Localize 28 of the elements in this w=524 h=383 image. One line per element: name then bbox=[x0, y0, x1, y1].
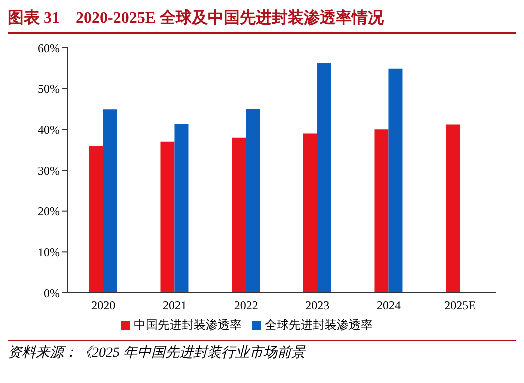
bar bbox=[303, 134, 318, 293]
y-tick-label: 20% bbox=[38, 204, 60, 219]
bar bbox=[103, 110, 118, 293]
x-tick-label: 2020 bbox=[92, 298, 116, 313]
bar bbox=[89, 146, 104, 293]
x-tick-label: 2022 bbox=[234, 298, 258, 313]
x-tick-label: 2025E bbox=[444, 298, 476, 313]
x-tick-label: 2023 bbox=[306, 298, 330, 313]
bar bbox=[232, 138, 246, 293]
y-tick-label: 40% bbox=[38, 122, 60, 137]
chart-title: 图表 31 2020-2025E 全球及中国先进封装渗透率情况 bbox=[8, 8, 516, 34]
x-tick-label: 2024 bbox=[377, 298, 401, 313]
y-tick-label: 30% bbox=[38, 164, 60, 178]
text: 资料来源：《2025 年中国先进封装行业市场前景 bbox=[8, 340, 516, 362]
bar bbox=[446, 124, 460, 293]
bar bbox=[174, 124, 189, 293]
y-tick-label: 60% bbox=[38, 41, 60, 56]
legend-label: 中国先进封装渗透率 bbox=[134, 318, 242, 332]
bar bbox=[374, 130, 389, 293]
y-tick-label: 10% bbox=[38, 245, 60, 260]
y-tick-label: 50% bbox=[38, 82, 60, 96]
bar bbox=[388, 68, 403, 293]
x-tick-label: 2021 bbox=[163, 298, 187, 313]
bar bbox=[160, 142, 175, 293]
y-tick-label: 0% bbox=[44, 286, 60, 300]
bar bbox=[246, 109, 260, 293]
legend-label: 全球先进封装渗透率 bbox=[265, 318, 373, 332]
bar bbox=[317, 64, 332, 293]
